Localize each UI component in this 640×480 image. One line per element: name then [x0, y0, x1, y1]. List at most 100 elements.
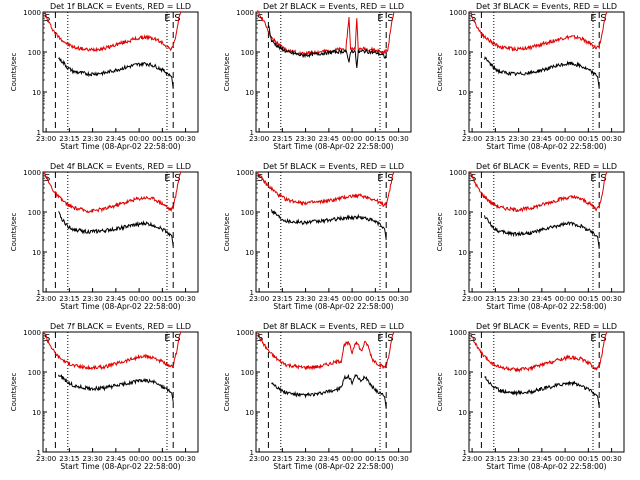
- y-tick-label: 100: [454, 49, 467, 57]
- x-tick-label: 23:15: [59, 455, 79, 463]
- x-tick-label: 00:30: [176, 135, 196, 143]
- y-tick-label: 1000: [23, 329, 41, 337]
- start-marker: S: [600, 333, 606, 344]
- y-tick-label: 1000: [449, 169, 467, 177]
- x-tick-label: 23:45: [106, 455, 126, 463]
- x-tick-label: 23:45: [319, 135, 339, 143]
- start-marker: S: [257, 13, 263, 24]
- x-tick-label: 00:30: [389, 295, 409, 303]
- panel-title: Det 1f BLACK = Events, RED = LLD: [50, 2, 191, 11]
- events-series-line: [484, 215, 600, 249]
- x-tick-label: 23:00: [249, 455, 269, 463]
- panel-title: Det 5f BLACK = Events, RED = LLD: [263, 162, 404, 171]
- x-tick-label: 00:15: [578, 455, 598, 463]
- x-tick-label: 00:00: [342, 455, 362, 463]
- x-tick-label: 00:00: [129, 295, 149, 303]
- x-tick-label: 23:30: [296, 455, 316, 463]
- lld-series-line: [257, 171, 395, 207]
- lld-series-line: [257, 10, 395, 57]
- start-marker: S: [387, 13, 393, 24]
- x-tick-label: 00:30: [176, 295, 196, 303]
- x-axis-label: Start Time (08-Apr-02 22:58:00): [60, 462, 180, 471]
- x-tick-label: 00:30: [602, 455, 622, 463]
- y-axis-label: Counts/sec: [10, 373, 18, 412]
- end-marker: E: [377, 333, 383, 344]
- y-tick-label: 10: [458, 409, 467, 417]
- x-tick-label: 23:00: [249, 135, 269, 143]
- y-tick-label: 1000: [23, 169, 41, 177]
- start-marker: S: [174, 13, 180, 24]
- panel-det-3: Det 3f BLACK = Events, RED = LLD 1 10 100 10…: [436, 2, 625, 151]
- y-tick-label: 100: [28, 209, 41, 217]
- start-marker: S: [387, 173, 393, 184]
- x-tick-label: 23:45: [319, 295, 339, 303]
- panel-title: Det 2f BLACK = Events, RED = LLD: [263, 2, 404, 11]
- lld-series-line: [470, 331, 608, 373]
- end-marker: E: [164, 333, 170, 344]
- x-tick-label: 23:30: [509, 455, 529, 463]
- y-tick-label: 10: [245, 89, 254, 97]
- x-tick-label: 23:45: [319, 455, 339, 463]
- x-tick-label: 23:15: [59, 135, 79, 143]
- lld-series-line: [44, 11, 182, 53]
- y-axis-label: Counts/sec: [223, 373, 231, 412]
- y-axis-label: Counts/sec: [223, 53, 231, 92]
- x-tick-label: 23:15: [485, 455, 505, 463]
- start-marker: S: [600, 173, 606, 184]
- end-marker: E: [590, 173, 596, 184]
- x-tick-label: 00:00: [555, 455, 575, 463]
- plot-frame: [468, 171, 625, 293]
- y-tick-label: 1: [463, 289, 467, 297]
- end-marker: E: [590, 333, 596, 344]
- end-marker: E: [590, 13, 596, 24]
- x-tick-label: 00:30: [389, 455, 409, 463]
- start-marker: S: [174, 333, 180, 344]
- y-tick-label: 1: [250, 129, 254, 137]
- lld-series-line: [470, 171, 608, 213]
- x-tick-label: 00:30: [602, 135, 622, 143]
- y-tick-label: 100: [241, 209, 254, 217]
- lld-series-line: [44, 331, 182, 371]
- x-tick-label: 00:30: [602, 295, 622, 303]
- y-axis-label: Counts/sec: [10, 213, 18, 252]
- y-tick-label: 1: [37, 449, 41, 457]
- y-tick-label: 1000: [449, 9, 467, 17]
- panel-det-4: Det 4f BLACK = Events, RED = LLD 1 10 100 10…: [10, 162, 199, 311]
- x-tick-label: 23:15: [272, 295, 292, 303]
- x-tick-label: 00:15: [578, 295, 598, 303]
- start-marker: S: [600, 13, 606, 24]
- panel-det-1: Det 1f BLACK = Events, RED = LLD 1 10 100 10…: [10, 2, 199, 151]
- panel-det-5: Det 5f BLACK = Events, RED = LLD 1 10 100 10…: [223, 162, 412, 311]
- panel-det-6: Det 6f BLACK = Events, RED = LLD 1 10 100 10…: [436, 162, 625, 311]
- plot-frame: [42, 171, 199, 293]
- x-tick-label: 23:00: [36, 295, 56, 303]
- y-tick-label: 10: [32, 89, 41, 97]
- y-tick-label: 1: [250, 449, 254, 457]
- panel-title: Det 9f BLACK = Events, RED = LLD: [476, 322, 617, 331]
- x-axis-label: Start Time (08-Apr-02 22:58:00): [486, 462, 606, 471]
- y-tick-label: 100: [454, 369, 467, 377]
- panel-title: Det 6f BLACK = Events, RED = LLD: [476, 162, 617, 171]
- y-tick-label: 100: [28, 369, 41, 377]
- x-axis-label: Start Time (08-Apr-02 22:58:00): [486, 302, 606, 311]
- y-tick-label: 100: [241, 369, 254, 377]
- x-tick-label: 23:00: [249, 295, 269, 303]
- start-marker: S: [470, 13, 476, 24]
- events-series-line: [58, 211, 174, 247]
- x-tick-label: 23:30: [83, 295, 103, 303]
- x-tick-label: 23:00: [462, 455, 482, 463]
- y-axis-label: Counts/sec: [10, 53, 18, 92]
- x-tick-label: 00:00: [342, 135, 362, 143]
- x-tick-label: 00:30: [389, 135, 409, 143]
- plot-frame: [255, 11, 412, 133]
- panel-det-8: Det 8f BLACK = Events, RED = LLD 1 10 100 10…: [223, 322, 412, 471]
- x-axis-label: Start Time (08-Apr-02 22:58:00): [273, 302, 393, 311]
- panel-title: Det 8f BLACK = Events, RED = LLD: [263, 322, 404, 331]
- events-series-line: [271, 209, 387, 241]
- y-tick-label: 1000: [23, 9, 41, 17]
- panel-det-2: Det 2f BLACK = Events, RED = LLD 1 10 100 10…: [223, 2, 412, 151]
- x-tick-label: 00:15: [152, 295, 172, 303]
- x-tick-label: 00:00: [555, 295, 575, 303]
- x-tick-label: 23:45: [106, 135, 126, 143]
- start-marker: S: [257, 173, 263, 184]
